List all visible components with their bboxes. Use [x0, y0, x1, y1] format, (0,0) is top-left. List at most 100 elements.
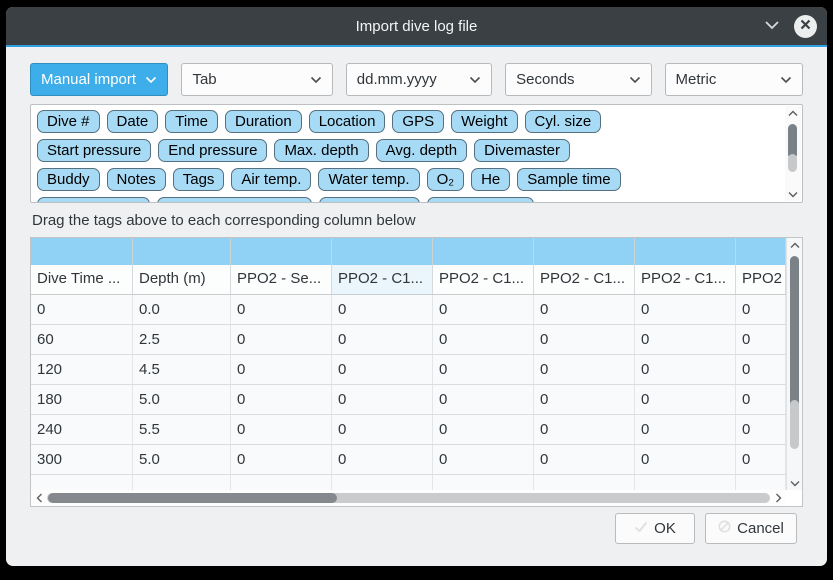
tag-he[interactable]: He: [471, 168, 511, 191]
shade-button[interactable]: [762, 16, 782, 36]
tag-sample-cns[interactable]: Sample CNS: [427, 197, 535, 202]
tag-max-depth[interactable]: Max. depth: [274, 139, 369, 162]
field-separator-dropdown[interactable]: Tab: [181, 63, 333, 96]
drop-target-cell[interactable]: [635, 238, 736, 265]
tag-water-temp[interactable]: Water temp.: [318, 168, 420, 191]
scrollbar-track-pill: [788, 153, 797, 173]
close-icon: [800, 17, 811, 35]
close-button[interactable]: [794, 14, 817, 38]
tag-avg-depth[interactable]: Avg. depth: [375, 139, 468, 162]
table-horizontal-scrollbar[interactable]: [31, 490, 786, 506]
table-cell: 0: [332, 385, 433, 414]
tag-dive[interactable]: Dive #: [37, 110, 100, 133]
scrollbar-track[interactable]: [47, 493, 770, 503]
table-cell: 0: [332, 325, 433, 354]
tag-row: Start pressure End pressure Max. depth Avg.…: [37, 139, 796, 162]
table-cell: [231, 475, 332, 504]
table-cell: 0: [635, 415, 736, 444]
column-header-ppo2-c1[interactable]: PPO2 - C1...: [332, 265, 433, 294]
tag-gps[interactable]: GPS: [392, 110, 445, 133]
chevron-down-icon: [469, 71, 481, 88]
check-icon: [634, 520, 648, 537]
table-cell: 0: [231, 325, 332, 354]
table-cell: 0: [635, 295, 736, 324]
scrollbar-thumb[interactable]: [790, 256, 799, 418]
table-cell: 0: [231, 385, 332, 414]
tag-cyl-size[interactable]: Cyl. size: [524, 110, 602, 133]
table-cell: 5.0: [133, 445, 231, 474]
window-title: Import dive log file: [355, 17, 478, 35]
tag-weight[interactable]: Weight: [451, 110, 518, 133]
drop-target-cell[interactable]: [433, 238, 534, 265]
column-drop-row[interactable]: [31, 238, 786, 265]
scroll-right-icon[interactable]: [770, 493, 786, 503]
table-header-row: Dive Time ... Depth (m) PPO2 - Se... PPO2 -…: [31, 265, 786, 295]
drop-target-cell[interactable]: [534, 238, 635, 265]
tag-air-temp[interactable]: Air temp.: [231, 168, 312, 191]
tag-panel-scrollbar[interactable]: [785, 106, 801, 201]
column-header-ppo2[interactable]: PPO2: [736, 265, 786, 294]
scroll-up-icon[interactable]: [787, 238, 802, 252]
column-header-depth-m[interactable]: Depth (m): [133, 265, 231, 294]
table-cell: [332, 475, 433, 504]
drop-target-cell[interactable]: [332, 238, 433, 265]
column-header-ppo2-c1[interactable]: PPO2 - C1...: [433, 265, 534, 294]
scroll-down-icon[interactable]: [787, 476, 802, 490]
tag-time[interactable]: Time: [165, 110, 218, 133]
tag-sample-depth[interactable]: Sample depth: [37, 197, 150, 202]
chevron-down-icon: [764, 17, 780, 35]
import-dive-log-dialog: Import dive log file Manual import Tab: [6, 7, 827, 566]
tag-start-pressure[interactable]: Start pressure: [37, 139, 152, 162]
column-header-dive-time[interactable]: Dive Time ...: [31, 265, 133, 294]
table-cell: 0: [231, 415, 332, 444]
column-header-ppo2-se[interactable]: PPO2 - Se...: [231, 265, 332, 294]
scroll-left-icon[interactable]: [31, 493, 47, 503]
units-dropdown[interactable]: Metric: [664, 63, 803, 96]
drop-target-cell[interactable]: [736, 238, 786, 265]
table-cell: 0.0: [133, 295, 231, 324]
cancel-button[interactable]: Cancel: [705, 513, 797, 544]
table-cell: 0: [231, 445, 332, 474]
duration-format-dropdown[interactable]: Seconds: [505, 63, 652, 96]
tag-sample-time[interactable]: Sample time: [517, 168, 621, 191]
tag-sample-po[interactable]: Sample pO₂: [319, 197, 421, 202]
tag-row: Buddy Notes Tags Air temp. Water temp. O₂ He Sa…: [37, 168, 796, 191]
scroll-down-icon[interactable]: [785, 187, 801, 201]
tag-buddy[interactable]: Buddy: [37, 168, 100, 191]
scrollbar-thumb[interactable]: [788, 124, 797, 159]
table-cell: 4.5: [133, 355, 231, 384]
tag-location[interactable]: Location: [308, 110, 386, 133]
table-vertical-scrollbar[interactable]: [786, 238, 802, 490]
tag-duration[interactable]: Duration: [225, 110, 302, 133]
drop-target-cell[interactable]: [231, 238, 332, 265]
scrollbar-thumb[interactable]: [48, 493, 338, 503]
dropdown-value: dd.mm.yyyy: [356, 71, 437, 88]
column-header-ppo2-c1[interactable]: PPO2 - C1...: [635, 265, 736, 294]
column-header-ppo2-c1[interactable]: PPO2 - C1...: [534, 265, 635, 294]
tag-date[interactable]: Date: [106, 110, 159, 133]
dropdown-value: Metric: [675, 71, 717, 88]
import-preview-table: Dive Time ... Depth (m) PPO2 - Se... PPO2 -…: [30, 237, 803, 507]
table-cell: 0: [534, 415, 635, 444]
tag-o[interactable]: O₂: [426, 168, 465, 191]
chevron-down-icon: [310, 71, 322, 88]
drop-target-cell[interactable]: [31, 238, 133, 265]
date-format-dropdown[interactable]: dd.mm.yyyy: [345, 63, 493, 96]
tag-tags[interactable]: Tags: [172, 168, 225, 191]
ok-button[interactable]: OK: [615, 513, 695, 544]
dropdown-value: Manual import: [41, 71, 137, 88]
table-cell: 0: [31, 295, 133, 324]
instruction-text: Drag the tags above to each correspondin…: [32, 212, 416, 229]
titlebar: Import dive log file: [6, 7, 827, 45]
cancel-label: Cancel: [737, 520, 784, 537]
scroll-up-icon[interactable]: [785, 106, 801, 120]
drop-target-cell[interactable]: [133, 238, 231, 265]
tag-sample-temperature[interactable]: Sample temperature: [156, 197, 313, 202]
import-mode-dropdown[interactable]: Manual import: [30, 63, 169, 96]
tag-end-pressure[interactable]: End pressure: [158, 139, 268, 162]
tag-divemaster[interactable]: Divemaster: [474, 139, 570, 162]
table-cell: 0: [433, 295, 534, 324]
table-cell: 0: [433, 445, 534, 474]
tag-notes[interactable]: Notes: [106, 168, 166, 191]
table-cell: 180: [31, 385, 133, 414]
